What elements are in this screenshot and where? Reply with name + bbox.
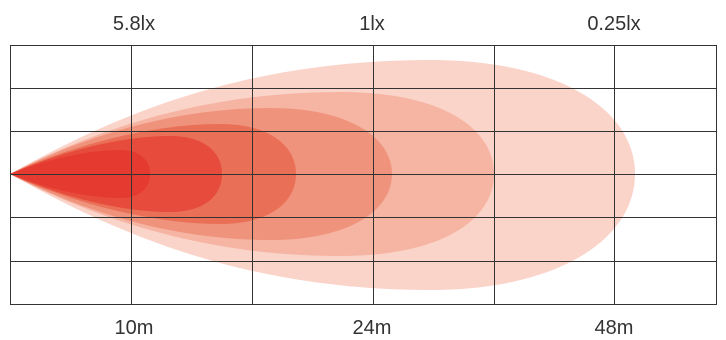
lux-label-0-25: 0.25lx bbox=[587, 13, 641, 35]
distance-label-10m: 10m bbox=[114, 317, 154, 339]
lux-label-5-8: 5.8lx bbox=[112, 13, 156, 35]
distance-label-24m: 24m bbox=[352, 317, 392, 339]
distance-label-48m: 48m bbox=[594, 317, 634, 339]
lux-label-1: 1lx bbox=[359, 13, 385, 35]
grid bbox=[10, 45, 717, 305]
